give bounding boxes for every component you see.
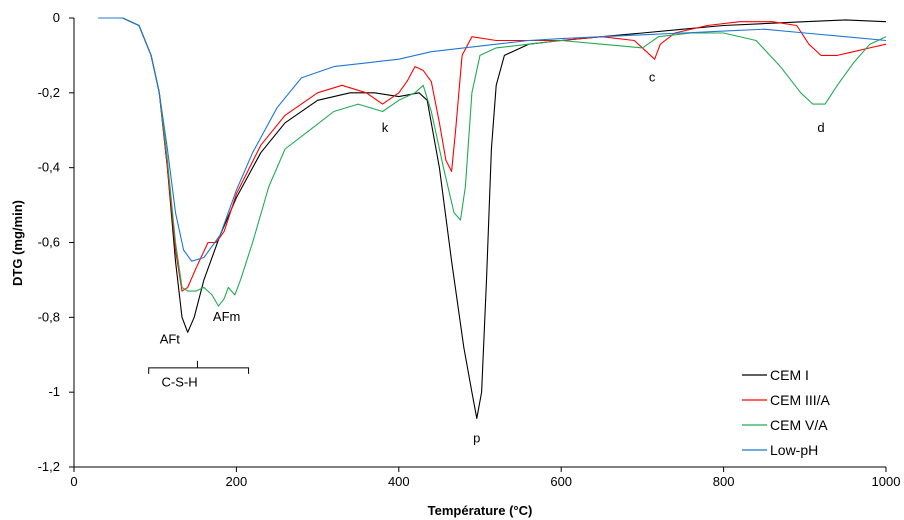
x-tick-label: 200 xyxy=(226,474,248,489)
x-tick-label: 1000 xyxy=(872,474,901,489)
x-axis-title: Température (°C) xyxy=(428,503,533,518)
annotation-label: c xyxy=(649,70,656,85)
annotation-label: C-S-H xyxy=(162,375,198,390)
legend-label: CEM V/A xyxy=(770,417,828,433)
y-ticks: 0 -0,2 -0,4 -0,6 -0,8 -1 -1,2 xyxy=(38,10,74,474)
x-tick-label: 0 xyxy=(70,474,77,489)
annotation-label: k xyxy=(382,120,389,135)
y-tick-label: -0,4 xyxy=(38,160,60,175)
x-tick-label: 800 xyxy=(713,474,735,489)
y-tick-label: -0,6 xyxy=(38,235,60,250)
y-axis-title: DTG (mg/min) xyxy=(10,200,25,286)
annotations: AFt AFm C-S-H k p c d xyxy=(148,70,825,446)
annotation-label: AFm xyxy=(213,309,240,324)
x-ticks: 0 200 400 600 800 1000 xyxy=(70,467,900,489)
annotation-label: d xyxy=(817,120,824,135)
y-tick-label: -1,2 xyxy=(38,459,60,474)
y-tick-label: -1 xyxy=(48,384,60,399)
y-tick-label: -0,8 xyxy=(38,309,60,324)
annotation-label: AFt xyxy=(160,332,181,347)
legend-label: Low-pH xyxy=(770,442,818,458)
legend: CEM I CEM III/A CEM V/A Low-pH xyxy=(742,367,831,458)
series-lines xyxy=(98,17,887,419)
annotation-label: p xyxy=(473,431,480,446)
y-tick-label: -0,2 xyxy=(38,85,60,100)
series-line-low-ph xyxy=(98,17,887,262)
x-tick-label: 600 xyxy=(550,474,572,489)
y-tick-label: 0 xyxy=(53,10,60,25)
series-line-cem-iii-a xyxy=(98,17,887,292)
series-line-cem-i xyxy=(98,17,887,419)
legend-label: CEM I xyxy=(770,367,809,383)
x-tick-label: 400 xyxy=(388,474,410,489)
csh-bracket xyxy=(148,360,250,374)
series-line-cem-v-a xyxy=(98,17,887,307)
legend-label: CEM III/A xyxy=(770,392,831,408)
